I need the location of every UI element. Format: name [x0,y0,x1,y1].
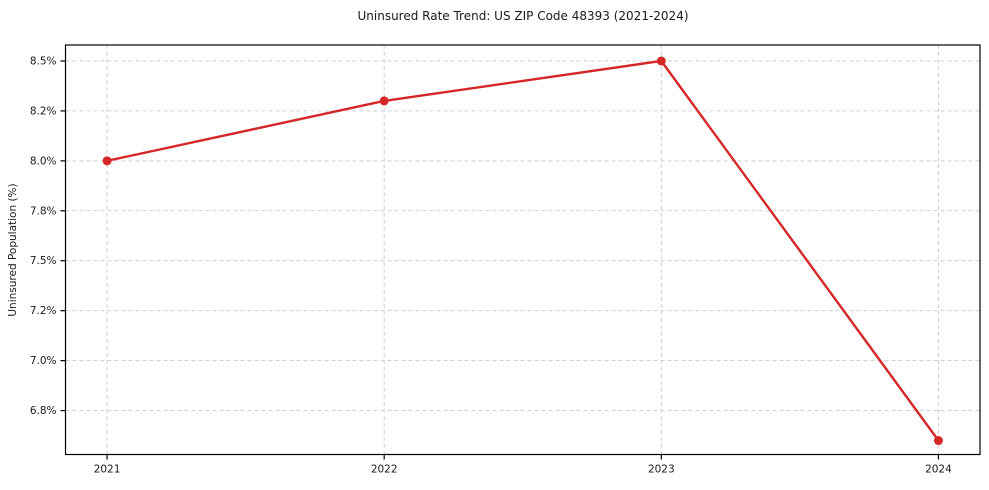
data-point-marker [933,436,943,446]
y-tick-label: 7.8% [30,205,57,217]
x-tick-label: 2024 [925,464,952,476]
y-tick-label: 7.2% [30,305,57,317]
x-tick-label: 2023 [648,464,675,476]
x-tick-label: 2022 [371,464,398,476]
y-tick-label: 6.8% [30,405,57,417]
plot-background [65,45,980,455]
y-tick-label: 7.5% [30,255,57,267]
data-point-marker [379,96,389,106]
chart-title: Uninsured Rate Trend: US ZIP Code 48393 … [357,9,689,23]
axes-spines [64,44,981,456]
trend-line [105,59,940,442]
y-tick-label: 8.2% [30,105,57,117]
y-tick-label: 8.0% [30,155,57,167]
x-tick-label: 2021 [94,464,121,476]
data-point-marker [656,56,666,66]
y-tick-label: 8.5% [30,55,57,67]
y-tick-label: 7.0% [30,355,57,367]
data-point-marker [102,156,112,166]
